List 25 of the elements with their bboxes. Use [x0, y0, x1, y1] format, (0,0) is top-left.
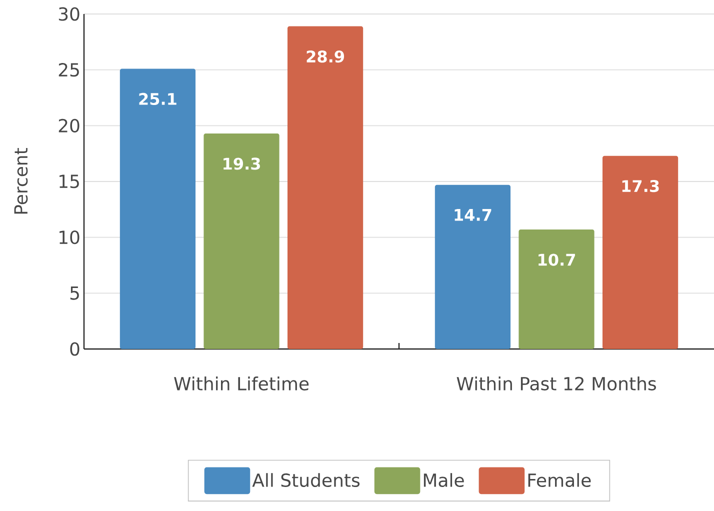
bar	[518, 230, 594, 349]
y-tick-label: 10	[60, 230, 80, 244]
y-tick-label: 5	[70, 286, 79, 300]
bar	[287, 26, 364, 349]
y-axis-title: Percent	[14, 148, 28, 214]
data-label: 14.7	[454, 209, 492, 221]
bar	[434, 184, 511, 349]
y-tick-label: 20	[58, 118, 80, 132]
bar	[120, 68, 196, 349]
legend-label: All Students	[252, 473, 360, 488]
data-label: 19.3	[224, 158, 260, 170]
x-tick-label: Within Past 12 Months	[456, 376, 656, 390]
bar	[602, 156, 678, 349]
legend-label: Male	[424, 473, 464, 488]
data-label: 10.7	[538, 254, 575, 266]
data-label: 17.3	[622, 180, 659, 192]
y-tick-label: 15	[60, 174, 79, 188]
y-tick-label: 25	[58, 63, 79, 77]
bar	[204, 133, 280, 349]
y-tick-label: 0	[70, 342, 80, 356]
data-label: 28.9	[306, 50, 344, 63]
y-tick-label: 30	[58, 7, 80, 21]
data-label: 25.1	[139, 92, 176, 106]
x-tick-label: Within Lifetime	[174, 376, 309, 390]
legend-label: Female	[528, 473, 591, 488]
